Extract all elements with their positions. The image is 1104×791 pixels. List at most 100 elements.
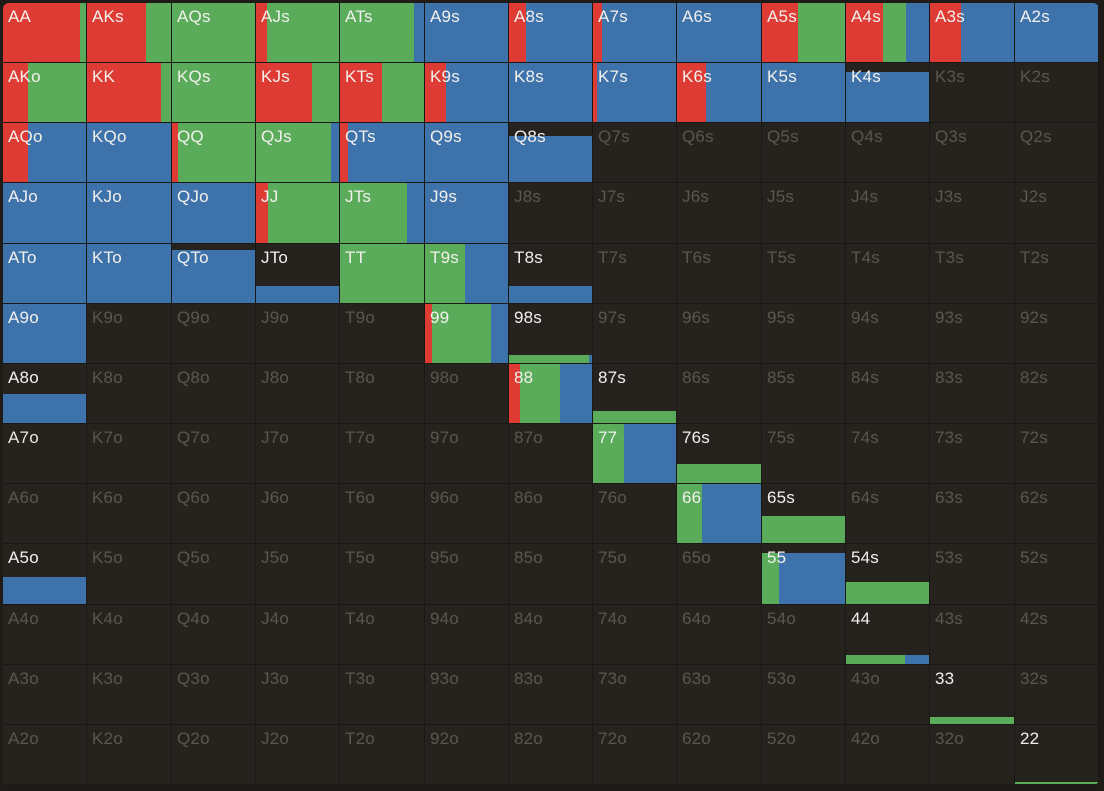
hand-cell-Q7s[interactable]: Q7s bbox=[593, 123, 677, 183]
hand-cell-AKo[interactable]: AKo bbox=[3, 63, 87, 123]
hand-cell-Q7o[interactable]: Q7o bbox=[172, 424, 256, 484]
hand-cell-62o[interactable]: 62o bbox=[677, 725, 762, 785]
hand-cell-74o[interactable]: 74o bbox=[593, 605, 677, 665]
hand-cell-83s[interactable]: 83s bbox=[930, 364, 1015, 424]
hand-cell-32s[interactable]: 32s bbox=[1015, 665, 1099, 725]
hand-cell-A9s[interactable]: A9s bbox=[425, 3, 509, 63]
hand-cell-54s[interactable]: 54s bbox=[846, 544, 930, 605]
hand-cell-Q3o[interactable]: Q3o bbox=[172, 665, 256, 725]
hand-cell-A6s[interactable]: A6s bbox=[677, 3, 762, 63]
hand-cell-KJs[interactable]: KJs bbox=[256, 63, 340, 123]
hand-cell-K8o[interactable]: K8o bbox=[87, 364, 172, 424]
hand-cell-Q4o[interactable]: Q4o bbox=[172, 605, 256, 665]
hand-cell-T9o[interactable]: T9o bbox=[340, 304, 425, 364]
hand-cell-QJs[interactable]: QJs bbox=[256, 123, 340, 183]
hand-cell-K7o[interactable]: K7o bbox=[87, 424, 172, 484]
hand-cell-K3s[interactable]: K3s bbox=[930, 63, 1015, 123]
hand-cell-T3s[interactable]: T3s bbox=[930, 244, 1015, 304]
hand-cell-96o[interactable]: 96o bbox=[425, 484, 509, 544]
hand-cell-KQo[interactable]: KQo bbox=[87, 123, 172, 183]
hand-cell-52o[interactable]: 52o bbox=[762, 725, 846, 785]
hand-cell-73s[interactable]: 73s bbox=[930, 424, 1015, 484]
hand-cell-T6s[interactable]: T6s bbox=[677, 244, 762, 304]
hand-cell-KTo[interactable]: KTo bbox=[87, 244, 172, 304]
hand-cell-87s[interactable]: 87s bbox=[593, 364, 677, 424]
hand-cell-53s[interactable]: 53s bbox=[930, 544, 1015, 605]
hand-cell-Q2o[interactable]: Q2o bbox=[172, 725, 256, 785]
hand-cell-54o[interactable]: 54o bbox=[762, 605, 846, 665]
hand-cell-72o[interactable]: 72o bbox=[593, 725, 677, 785]
hand-cell-55[interactable]: 55 bbox=[762, 544, 846, 605]
hand-cell-32o[interactable]: 32o bbox=[930, 725, 1015, 785]
hand-cell-63s[interactable]: 63s bbox=[930, 484, 1015, 544]
hand-cell-72s[interactable]: 72s bbox=[1015, 424, 1099, 484]
hand-cell-Q9o[interactable]: Q9o bbox=[172, 304, 256, 364]
hand-cell-JJ[interactable]: JJ bbox=[256, 183, 340, 244]
hand-cell-J2s[interactable]: J2s bbox=[1015, 183, 1099, 244]
hand-cell-T5o[interactable]: T5o bbox=[340, 544, 425, 605]
hand-cell-87o[interactable]: 87o bbox=[509, 424, 593, 484]
hand-cell-AA[interactable]: AA bbox=[3, 3, 87, 63]
hand-cell-K5o[interactable]: K5o bbox=[87, 544, 172, 605]
hand-cell-42o[interactable]: 42o bbox=[846, 725, 930, 785]
hand-cell-AJs[interactable]: AJs bbox=[256, 3, 340, 63]
hand-cell-A4s[interactable]: A4s bbox=[846, 3, 930, 63]
hand-cell-A4o[interactable]: A4o bbox=[3, 605, 87, 665]
hand-cell-97o[interactable]: 97o bbox=[425, 424, 509, 484]
hand-cell-65s[interactable]: 65s bbox=[762, 484, 846, 544]
hand-cell-J5o[interactable]: J5o bbox=[256, 544, 340, 605]
hand-cell-94o[interactable]: 94o bbox=[425, 605, 509, 665]
hand-cell-J5s[interactable]: J5s bbox=[762, 183, 846, 244]
hand-cell-T4s[interactable]: T4s bbox=[846, 244, 930, 304]
hand-cell-KK[interactable]: KK bbox=[87, 63, 172, 123]
hand-cell-KTs[interactable]: KTs bbox=[340, 63, 425, 123]
hand-cell-Q4s[interactable]: Q4s bbox=[846, 123, 930, 183]
hand-cell-92s[interactable]: 92s bbox=[1015, 304, 1099, 364]
hand-cell-A5o[interactable]: A5o bbox=[3, 544, 87, 605]
hand-cell-A8s[interactable]: A8s bbox=[509, 3, 593, 63]
hand-cell-K9o[interactable]: K9o bbox=[87, 304, 172, 364]
hand-cell-J9s[interactable]: J9s bbox=[425, 183, 509, 244]
hand-cell-65o[interactable]: 65o bbox=[677, 544, 762, 605]
hand-cell-43s[interactable]: 43s bbox=[930, 605, 1015, 665]
hand-cell-63o[interactable]: 63o bbox=[677, 665, 762, 725]
hand-cell-76s[interactable]: 76s bbox=[677, 424, 762, 484]
hand-cell-97s[interactable]: 97s bbox=[593, 304, 677, 364]
hand-cell-JTo[interactable]: JTo bbox=[256, 244, 340, 304]
hand-cell-96s[interactable]: 96s bbox=[677, 304, 762, 364]
hand-cell-94s[interactable]: 94s bbox=[846, 304, 930, 364]
hand-cell-73o[interactable]: 73o bbox=[593, 665, 677, 725]
hand-cell-T2s[interactable]: T2s bbox=[1015, 244, 1099, 304]
hand-cell-JTs[interactable]: JTs bbox=[340, 183, 425, 244]
hand-cell-85s[interactable]: 85s bbox=[762, 364, 846, 424]
hand-cell-T5s[interactable]: T5s bbox=[762, 244, 846, 304]
hand-cell-TT[interactable]: TT bbox=[340, 244, 425, 304]
hand-cell-99[interactable]: 99 bbox=[425, 304, 509, 364]
hand-cell-QTo[interactable]: QTo bbox=[172, 244, 256, 304]
hand-cell-AKs[interactable]: AKs bbox=[87, 3, 172, 63]
hand-cell-T2o[interactable]: T2o bbox=[340, 725, 425, 785]
hand-cell-82o[interactable]: 82o bbox=[509, 725, 593, 785]
hand-cell-AJo[interactable]: AJo bbox=[3, 183, 87, 244]
hand-cell-J6s[interactable]: J6s bbox=[677, 183, 762, 244]
hand-cell-A2s[interactable]: A2s bbox=[1015, 3, 1099, 63]
hand-cell-Q9s[interactable]: Q9s bbox=[425, 123, 509, 183]
hand-cell-A6o[interactable]: A6o bbox=[3, 484, 87, 544]
hand-cell-A7o[interactable]: A7o bbox=[3, 424, 87, 484]
hand-cell-K9s[interactable]: K9s bbox=[425, 63, 509, 123]
hand-cell-J2o[interactable]: J2o bbox=[256, 725, 340, 785]
hand-cell-93o[interactable]: 93o bbox=[425, 665, 509, 725]
hand-cell-J9o[interactable]: J9o bbox=[256, 304, 340, 364]
hand-cell-K8s[interactable]: K8s bbox=[509, 63, 593, 123]
hand-cell-62s[interactable]: 62s bbox=[1015, 484, 1099, 544]
hand-cell-43o[interactable]: 43o bbox=[846, 665, 930, 725]
hand-cell-53o[interactable]: 53o bbox=[762, 665, 846, 725]
hand-cell-52s[interactable]: 52s bbox=[1015, 544, 1099, 605]
hand-cell-74s[interactable]: 74s bbox=[846, 424, 930, 484]
hand-cell-84o[interactable]: 84o bbox=[509, 605, 593, 665]
hand-cell-A5s[interactable]: A5s bbox=[762, 3, 846, 63]
hand-cell-J6o[interactable]: J6o bbox=[256, 484, 340, 544]
hand-cell-Q5o[interactable]: Q5o bbox=[172, 544, 256, 605]
hand-cell-K5s[interactable]: K5s bbox=[762, 63, 846, 123]
hand-cell-Q5s[interactable]: Q5s bbox=[762, 123, 846, 183]
